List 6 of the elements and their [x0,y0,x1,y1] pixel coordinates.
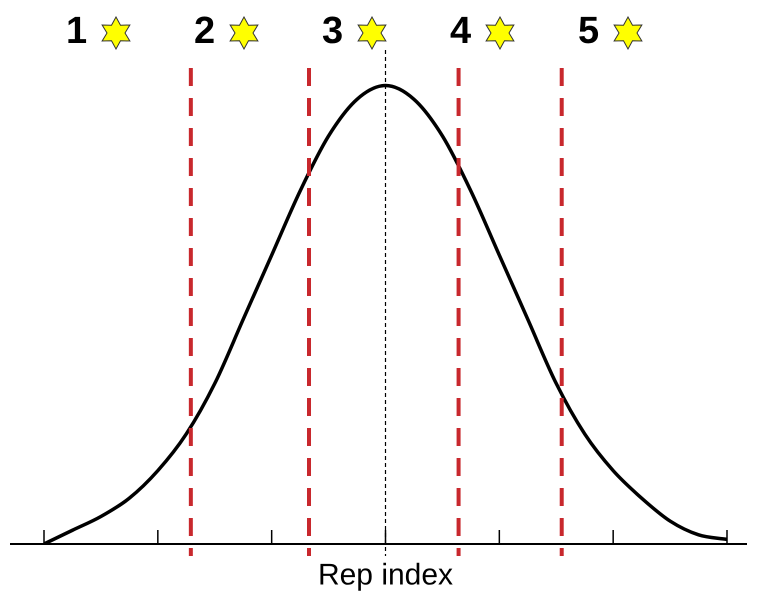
text: 2 [194,10,216,52]
x-axis-title: Rep index [318,558,454,592]
text: 5 [578,10,600,52]
text: 3 [322,10,344,52]
text: 1 [66,10,88,52]
text: 4 [450,10,472,52]
